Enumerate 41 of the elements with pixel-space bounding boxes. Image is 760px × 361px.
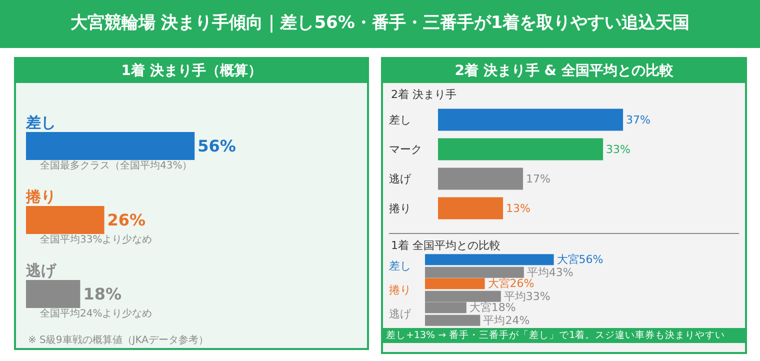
data-label: 56% (198, 136, 236, 156)
annotation: 全国最多クラス（全国平均43%） (40, 160, 192, 172)
data-label: 大宮26% (488, 277, 534, 290)
bar (438, 108, 624, 131)
bar (425, 314, 480, 326)
data-label: 大宮18% (469, 301, 516, 314)
bar (425, 278, 485, 290)
data-label: 26% (107, 210, 146, 230)
data-label: 平均24% (483, 314, 530, 327)
y-tick-label: 差し (389, 113, 411, 126)
y-tick-label: 捲り (25, 188, 56, 206)
data-label: 平均33% (504, 290, 550, 303)
data-label: 33% (606, 142, 630, 156)
chart-subtitle: 2着 決まり手 (390, 87, 458, 101)
chart-title: 2着 決まり手 & 全国平均との比較 (383, 59, 745, 83)
chart-subtitle: 1着 決まり手（概算） (16, 59, 367, 83)
y-tick-label: 差し (25, 114, 56, 132)
data-label: 大宮56% (556, 253, 604, 266)
annotation: 全国平均33%より少なめ (40, 234, 152, 246)
y-tick-label: 捲り (389, 202, 411, 215)
data-label: 37% (626, 113, 650, 126)
data-label: 平均43% (526, 266, 574, 279)
text: 全国平均24%より少なめ (40, 308, 152, 320)
bar (425, 266, 524, 278)
bar (438, 138, 604, 160)
bar (438, 168, 524, 190)
text: ※ S級9車戦の概算値（JKAデータ参考） (28, 334, 208, 347)
y-tick-label: 逃げ (389, 172, 412, 186)
y-tick-label: 逃げ (25, 262, 57, 280)
bar (438, 197, 504, 220)
data-label: 17% (526, 172, 550, 186)
y-tick-label: 捲り (389, 284, 411, 296)
text: 差し+13% → 番手・三番手が「差し」で1着。スジ違い車券も決まりやすい (383, 328, 745, 343)
text: 大宮競輪場 決まり手傾向｜差し56%・番手・三番手が1着を取りやすい追込天国 (0, 0, 760, 48)
bar (425, 254, 554, 266)
data-label: 18% (83, 284, 122, 304)
y-tick-label: マーク (389, 142, 422, 156)
y-tick-label: 差し (389, 260, 411, 272)
y-tick-label: 逃げ (389, 308, 412, 320)
data-label: 13% (506, 202, 530, 215)
chart-title: 1着 全国平均との比較 (390, 238, 502, 252)
